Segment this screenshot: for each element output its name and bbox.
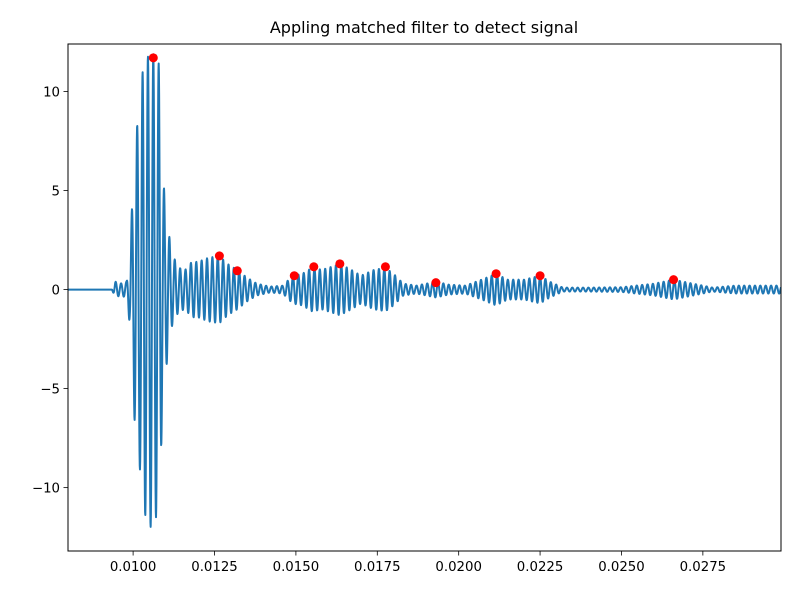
x-tick-label: 0.0200: [435, 560, 482, 575]
x-tick-label: 0.0175: [354, 560, 401, 575]
x-tick-label: 0.0125: [191, 560, 238, 575]
plot-frame: [67, 43, 782, 552]
x-tick-label: 0.0250: [598, 560, 645, 575]
y-axis: −10 −5 0 5 10: [32, 86, 68, 497]
x-axis: 0.0100 0.0125 0.0150 0.0175 0.0200 0.0225 0.02…: [110, 551, 726, 575]
plot-area: [67, 43, 782, 552]
y-tick-label: 0: [52, 284, 60, 299]
signal-line: [68, 53, 781, 528]
detected-peak-marker: [335, 259, 345, 269]
detected-peak-marker: [309, 262, 319, 272]
x-tick-label: 0.0100: [110, 560, 157, 575]
y-tick-label: 5: [52, 185, 60, 200]
y-tick-label: 10: [43, 86, 60, 101]
detected-peak-marker: [431, 278, 441, 288]
detected-peak-marker: [380, 262, 390, 272]
x-tick-label: 0.0225: [517, 560, 564, 575]
detected-peak-marker: [669, 275, 679, 285]
detected-peak-marker: [289, 271, 299, 281]
x-tick-label: 0.0275: [680, 560, 727, 575]
x-tick-label: 0.0150: [273, 560, 320, 575]
y-tick-label: −10: [32, 482, 60, 497]
detected-peak-marker: [535, 271, 545, 281]
chart-title: Appling matched filter to detect signal: [270, 18, 578, 37]
detected-peak-marker: [491, 269, 501, 279]
detected-peak-marker: [214, 251, 224, 261]
detected-peak-marker: [148, 53, 158, 63]
detected-peak-marker: [232, 266, 242, 276]
y-tick-label: −5: [40, 383, 60, 398]
